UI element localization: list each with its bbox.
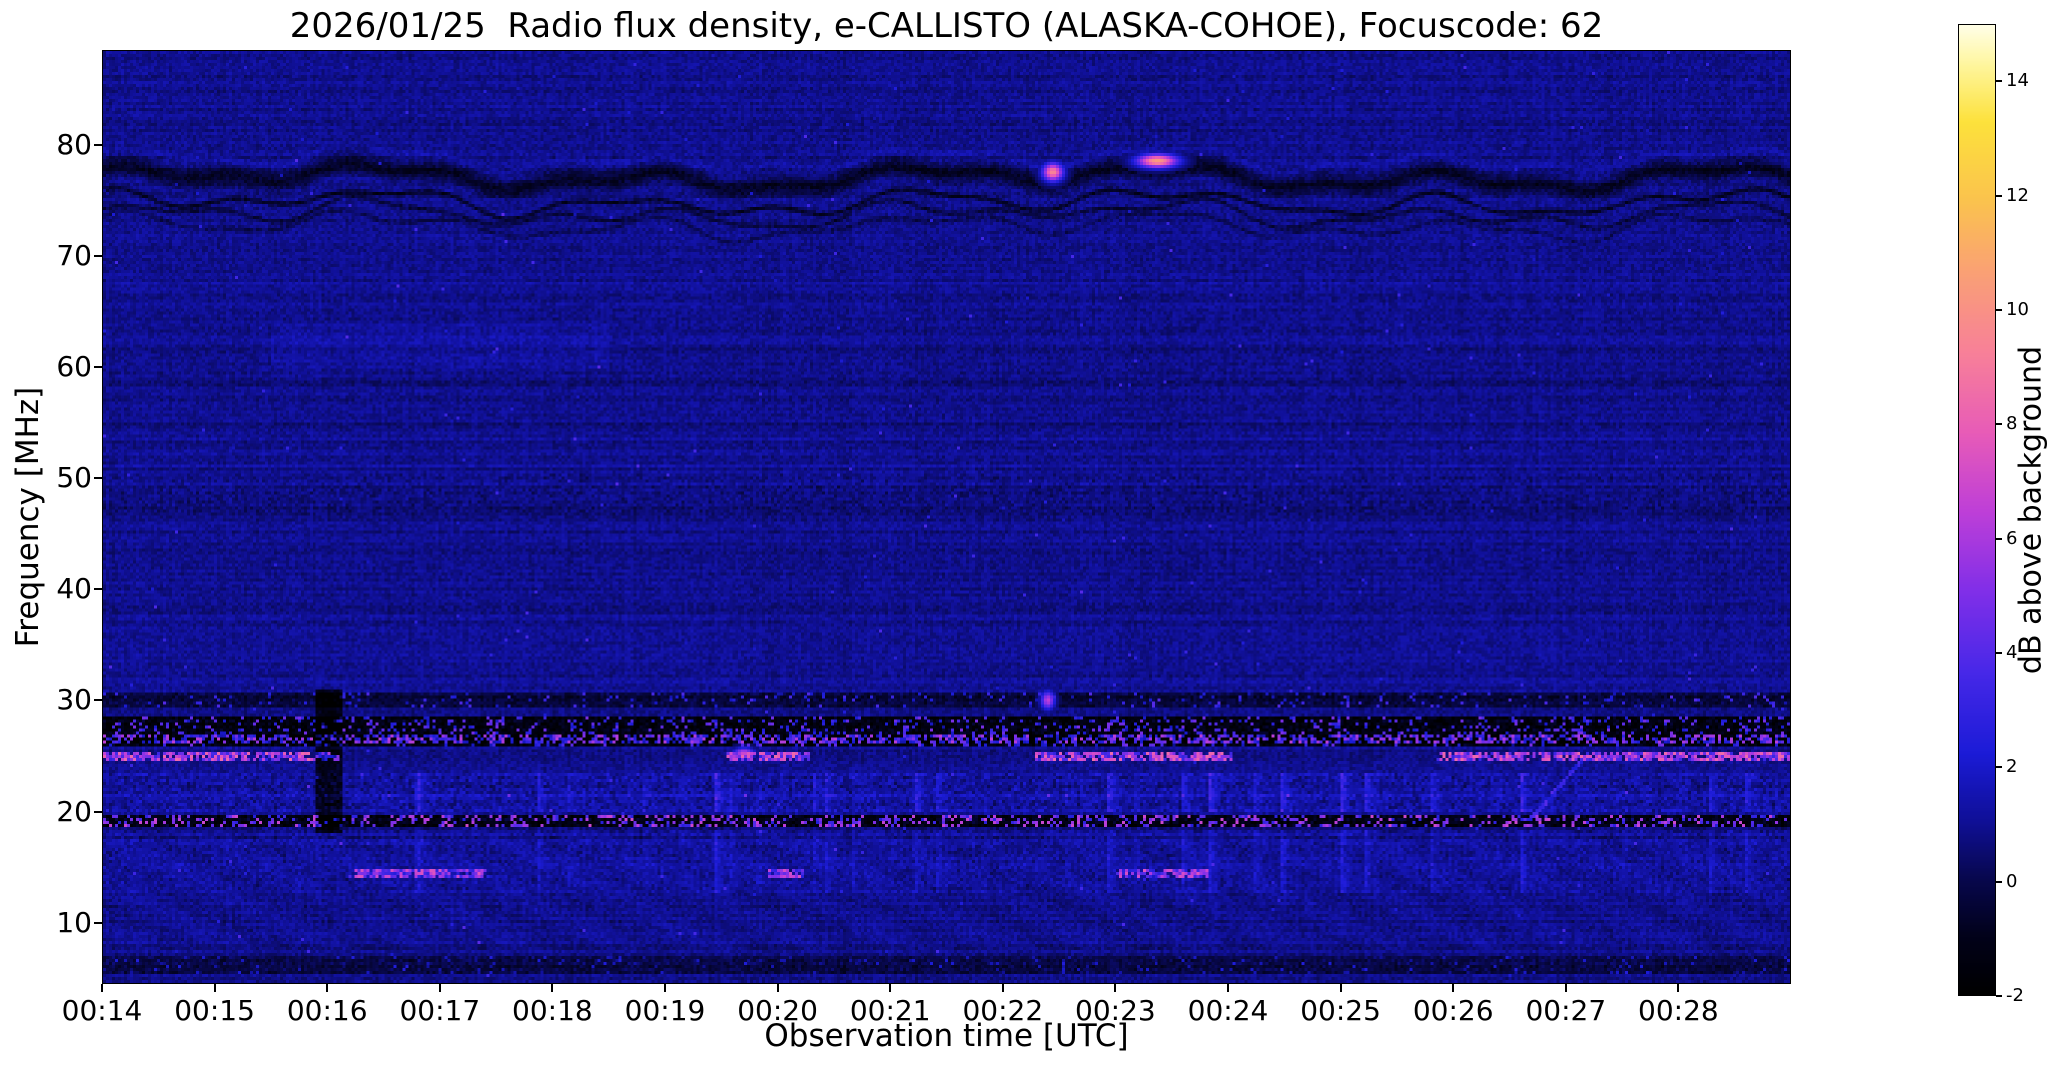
x-tick-mark <box>1339 984 1342 992</box>
colorbar-tick-label: 6 <box>2006 527 2018 549</box>
y-tick-label: 80 <box>56 127 92 161</box>
x-tick-mark <box>1452 984 1455 992</box>
x-tick-mark <box>1677 984 1680 992</box>
y-tick-label: 60 <box>56 349 92 383</box>
colorbar-tick-mark <box>1996 995 2002 997</box>
x-tick-mark <box>1227 984 1229 992</box>
x-tick-label: 00:24 <box>1187 994 1269 1027</box>
x-axis-label: Observation time [UTC] <box>764 1018 1129 1054</box>
colorbar-tick-mark <box>1996 80 2002 83</box>
y-tick-mark <box>94 810 102 813</box>
x-tick-label: 00:20 <box>737 994 818 1027</box>
x-tick-mark <box>101 984 103 992</box>
colorbar-tick-label: -2 <box>2006 985 2024 1006</box>
colorbar-tick-label: 12 <box>2006 184 2029 206</box>
x-tick-label: 00:26 <box>1412 994 1494 1027</box>
spectrogram-canvas <box>102 50 1791 984</box>
x-tick-label: 00:22 <box>962 994 1044 1027</box>
x-tick-label: 00:21 <box>849 994 931 1027</box>
x-tick-label: 00:15 <box>174 994 255 1027</box>
y-tick-mark <box>94 143 102 146</box>
x-tick-mark <box>326 984 329 992</box>
x-tick-mark <box>438 984 441 992</box>
x-tick-label: 00:16 <box>286 994 368 1027</box>
colorbar-tick-mark <box>1996 423 2002 426</box>
colorbar-tick-label: 0 <box>2006 870 2018 892</box>
colorbar-tick-mark <box>1996 651 2002 654</box>
y-tick-label: 30 <box>56 683 92 717</box>
x-tick-label: 00:28 <box>1638 994 1719 1027</box>
x-tick-mark <box>1001 984 1004 992</box>
y-tick-mark <box>94 921 102 924</box>
x-tick-label: 00:23 <box>1075 994 1156 1027</box>
colorbar-tick-label: 2 <box>2006 756 2018 778</box>
y-tick-mark <box>94 588 102 591</box>
x-tick-mark <box>664 984 666 992</box>
x-tick-mark <box>551 984 554 992</box>
colorbar-tick-label: 14 <box>2006 70 2029 92</box>
y-tick-label: 10 <box>56 905 92 939</box>
x-tick-mark <box>213 984 216 992</box>
y-tick-label: 20 <box>56 794 92 828</box>
chart-title: 2026/01/25 Radio flux density, e-CALLIST… <box>289 6 1604 46</box>
colorbar-tick-label: 8 <box>2006 413 2018 435</box>
colorbar-tick-mark <box>1996 766 2002 769</box>
x-tick-label: 00:25 <box>1300 994 1381 1027</box>
colorbar-tick-label: 4 <box>2006 641 2018 663</box>
x-tick-mark <box>776 984 779 992</box>
x-tick-mark <box>889 984 892 992</box>
x-tick-label: 00:18 <box>512 994 593 1027</box>
y-tick-mark <box>94 254 102 257</box>
y-tick-mark <box>94 699 102 702</box>
y-axis-label: Frequency [MHz] <box>10 386 46 648</box>
x-tick-mark <box>1114 984 1117 992</box>
x-tick-label: 00:14 <box>61 994 143 1027</box>
y-tick-mark <box>94 365 102 368</box>
colorbar-tick-mark <box>1996 880 2002 883</box>
x-tick-mark <box>1564 984 1567 992</box>
colorbar-canvas <box>1958 24 1996 996</box>
x-tick-label: 00:27 <box>1525 994 1607 1027</box>
y-tick-mark <box>94 477 102 480</box>
colorbar-tick-label: 10 <box>2006 298 2029 320</box>
y-tick-label: 40 <box>56 572 92 606</box>
colorbar-tick-mark <box>1996 308 2002 311</box>
y-tick-label: 50 <box>56 461 92 495</box>
x-tick-label: 00:17 <box>399 994 481 1027</box>
y-tick-label: 70 <box>56 238 92 272</box>
colorbar-tick-mark <box>1996 194 2002 197</box>
colorbar-label: dB above background <box>2013 345 2047 675</box>
x-tick-label: 00:19 <box>624 994 706 1027</box>
colorbar-tick-mark <box>1996 537 2002 540</box>
